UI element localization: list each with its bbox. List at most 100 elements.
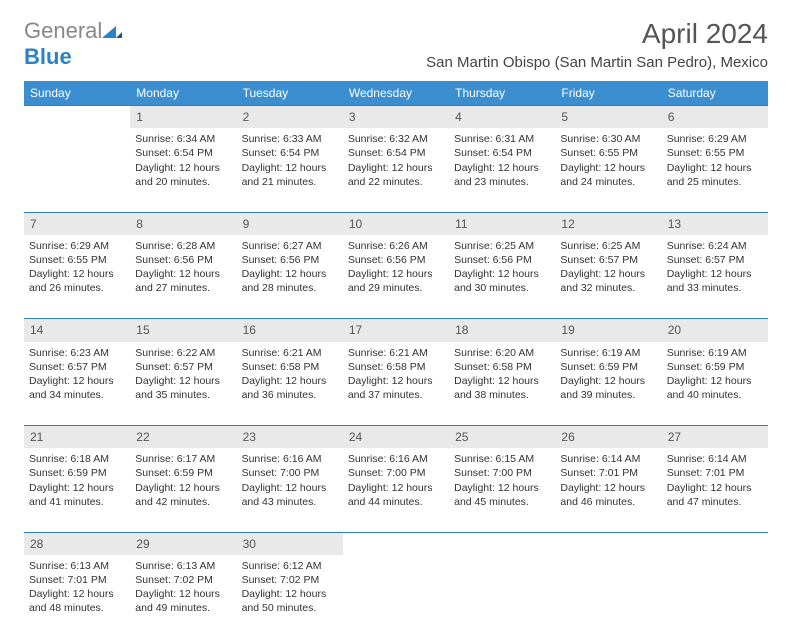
day-number-row: 78910111213 [24, 212, 768, 235]
info-line: Daylight: 12 hours [454, 161, 550, 175]
info-line: Sunrise: 6:31 AM [454, 132, 550, 146]
day-number-cell: 9 [237, 212, 343, 235]
info-line: Sunset: 7:01 PM [29, 573, 125, 587]
day-info: Sunrise: 6:16 AMSunset: 7:00 PMDaylight:… [348, 452, 444, 509]
info-line: Daylight: 12 hours [667, 374, 763, 388]
info-line: Sunset: 6:57 PM [667, 253, 763, 267]
info-line: Sunrise: 6:33 AM [242, 132, 338, 146]
day-info: Sunrise: 6:21 AMSunset: 6:58 PMDaylight:… [348, 346, 444, 403]
info-line: Sunset: 6:55 PM [667, 146, 763, 160]
day-info: Sunrise: 6:25 AMSunset: 6:56 PMDaylight:… [454, 239, 550, 296]
info-line: and 45 minutes. [454, 495, 550, 509]
info-line: Sunrise: 6:30 AM [560, 132, 656, 146]
day-number-cell: 21 [24, 426, 130, 449]
info-line: and 48 minutes. [29, 601, 125, 615]
day-content-row: Sunrise: 6:34 AMSunset: 6:54 PM Daylight:… [24, 128, 768, 212]
day-cell: Sunrise: 6:12 AMSunset: 7:02 PMDaylight:… [237, 555, 343, 639]
day-number-cell: 16 [237, 319, 343, 342]
day-number-cell: 6 [662, 106, 768, 129]
day-cell: Sunrise: 6:22 AMSunset: 6:57 PMDaylight:… [130, 342, 236, 426]
info-line: Daylight: 12 hours [454, 374, 550, 388]
info-line: Sunset: 7:01 PM [667, 466, 763, 480]
info-line: and 32 minutes. [560, 281, 656, 295]
info-line: Daylight: 12 hours [135, 481, 231, 495]
day-info: Sunrise: 6:13 AMSunset: 7:02 PMDaylight:… [135, 559, 231, 616]
header-row: SundayMondayTuesdayWednesdayThursdayFrid… [24, 81, 768, 106]
info-line: Sunrise: 6:29 AM [29, 239, 125, 253]
info-line: Daylight: 12 hours [348, 374, 444, 388]
logo: GeneralBlue [24, 18, 122, 70]
header-right: April 2024 San Martin Obispo (San Martin… [426, 18, 768, 71]
info-line: Sunrise: 6:16 AM [242, 452, 338, 466]
info-line: Sunrise: 6:20 AM [454, 346, 550, 360]
day-cell: Sunrise: 6:32 AMSunset: 6:54 PMDaylight:… [343, 128, 449, 212]
day-cell: Sunrise: 6:28 AMSunset: 6:56 PMDaylight:… [130, 235, 236, 319]
day-info: Sunrise: 6:16 AMSunset: 7:00 PMDaylight:… [242, 452, 338, 509]
day-info: Sunrise: 6:30 AMSunset: 6:55 PMDaylight:… [560, 132, 656, 189]
info-line: and 30 minutes. [454, 281, 550, 295]
info-line: Daylight: 12 hours [29, 374, 125, 388]
info-line: Sunset: 6:57 PM [135, 360, 231, 374]
day-cell [662, 555, 768, 639]
day-info: Sunrise: 6:23 AMSunset: 6:57 PMDaylight:… [29, 346, 125, 403]
day-info: Sunrise: 6:27 AMSunset: 6:56 PMDaylight:… [242, 239, 338, 296]
info-line: Daylight: 12 hours [242, 481, 338, 495]
day-info: Sunrise: 6:12 AMSunset: 7:02 PMDaylight:… [242, 559, 338, 616]
info-line: and 34 minutes. [29, 388, 125, 402]
info-line: Daylight: 12 hours [454, 267, 550, 281]
info-line: Sunset: 6:59 PM [667, 360, 763, 374]
day-info: Sunrise: 6:31 AMSunset: 6:54 PMDaylight:… [454, 132, 550, 189]
info-line: and 41 minutes. [29, 495, 125, 509]
info-line: and 21 minutes. [242, 175, 338, 189]
info-line: Sunrise: 6:26 AM [348, 239, 444, 253]
day-number-cell [555, 532, 661, 555]
day-number-cell: 19 [555, 319, 661, 342]
day-number-cell [24, 106, 130, 129]
day-number-cell: 25 [449, 426, 555, 449]
info-line: Daylight: 12 hours [560, 481, 656, 495]
info-line: and 38 minutes. [454, 388, 550, 402]
day-number-cell: 5 [555, 106, 661, 129]
calendar-head: SundayMondayTuesdayWednesdayThursdayFrid… [24, 81, 768, 106]
info-line: and 26 minutes. [29, 281, 125, 295]
weekday-header: Tuesday [237, 81, 343, 106]
info-line: Sunset: 6:58 PM [348, 360, 444, 374]
day-cell [449, 555, 555, 639]
info-line: Daylight: 12 hours [242, 267, 338, 281]
info-line: and 43 minutes. [242, 495, 338, 509]
info-line: and 24 minutes. [560, 175, 656, 189]
day-cell: Sunrise: 6:33 AMSunset: 6:54 PMDaylight:… [237, 128, 343, 212]
day-content-row: Sunrise: 6:13 AMSunset: 7:01 PMDaylight:… [24, 555, 768, 639]
info-line: Sunrise: 6:27 AM [242, 239, 338, 253]
month-title: April 2024 [426, 18, 768, 50]
info-line: Sunset: 6:56 PM [242, 253, 338, 267]
info-line: Sunrise: 6:34 AM [135, 132, 231, 146]
day-number-cell: 23 [237, 426, 343, 449]
day-content-row: Sunrise: 6:23 AMSunset: 6:57 PMDaylight:… [24, 342, 768, 426]
day-number-cell: 29 [130, 532, 236, 555]
info-line: Sunrise: 6:21 AM [348, 346, 444, 360]
logo-part1: General [24, 18, 102, 43]
info-line: Daylight: 12 hours [242, 587, 338, 601]
day-cell: Sunrise: 6:13 AMSunset: 7:02 PMDaylight:… [130, 555, 236, 639]
day-number-cell: 17 [343, 319, 449, 342]
info-line: Sunrise: 6:25 AM [454, 239, 550, 253]
info-line: Daylight: 12 hours [560, 161, 656, 175]
info-line: Sunset: 6:59 PM [29, 466, 125, 480]
day-cell: Sunrise: 6:14 AMSunset: 7:01 PMDaylight:… [555, 448, 661, 532]
info-line: Daylight: 12 hours [135, 587, 231, 601]
day-number-cell: 2 [237, 106, 343, 129]
info-line: and 35 minutes. [135, 388, 231, 402]
day-cell: Sunrise: 6:19 AMSunset: 6:59 PMDaylight:… [555, 342, 661, 426]
info-line: Sunset: 6:55 PM [560, 146, 656, 160]
day-cell: Sunrise: 6:24 AMSunset: 6:57 PMDaylight:… [662, 235, 768, 319]
info-line: Sunset: 6:54 PM [135, 146, 231, 160]
info-line: Daylight: 12 hours [29, 481, 125, 495]
day-number-cell: 4 [449, 106, 555, 129]
weekday-header: Friday [555, 81, 661, 106]
day-number-cell: 12 [555, 212, 661, 235]
info-line: and 20 minutes. [135, 175, 231, 189]
day-number-cell: 7 [24, 212, 130, 235]
calendar-body: 123456Sunrise: 6:34 AMSunset: 6:54 PMDay… [24, 106, 768, 639]
day-info: Sunrise: 6:21 AMSunset: 6:58 PMDaylight:… [242, 346, 338, 403]
